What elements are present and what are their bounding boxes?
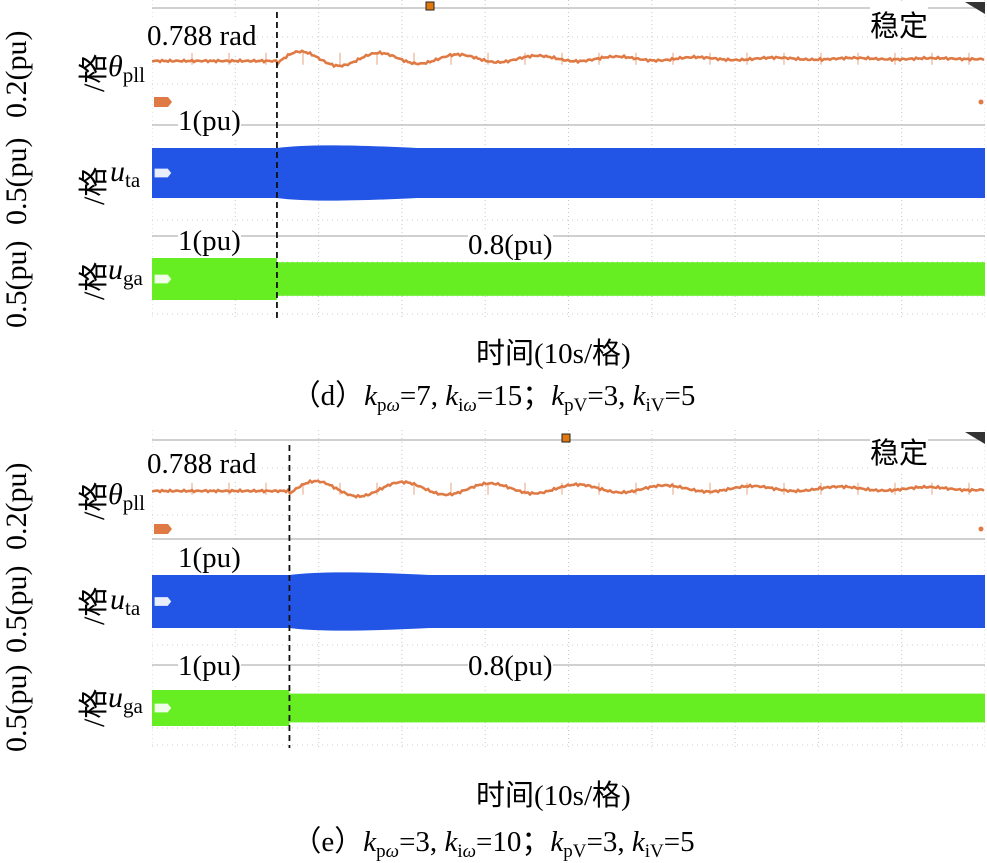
uga-symbol: uga xyxy=(108,681,143,718)
uta-band-after xyxy=(289,572,985,631)
theta-unit-label: /格 xyxy=(78,53,111,92)
trigger-marker xyxy=(425,1,435,11)
theta-unit-label: /格 xyxy=(78,481,111,520)
uga-after-annotation: 0.8(pu) xyxy=(468,650,553,683)
theta-pll-symbol: θpll xyxy=(108,50,145,87)
theta-noise xyxy=(191,482,970,495)
uta-scale-label: 0.5(pu) xyxy=(0,137,33,225)
corner-indicator xyxy=(965,432,985,444)
theta-pll-symbol: θpll xyxy=(108,478,145,515)
x-axis-label: 时间(10s/格) xyxy=(476,338,631,370)
theta-pll-trace xyxy=(152,478,985,499)
marker-shape xyxy=(153,167,173,179)
uta-marker xyxy=(153,167,173,179)
theta-marker xyxy=(154,97,172,107)
x-axis-label: 时间(10s/格) xyxy=(476,780,631,812)
uga-band-after xyxy=(276,262,985,296)
uta-band-after xyxy=(276,145,985,201)
uta-amplitude-annotation: 1(pu) xyxy=(178,542,241,575)
waveform-plot xyxy=(152,0,985,318)
uta-marker xyxy=(153,595,173,608)
theta-noise xyxy=(191,52,970,65)
panel-e: 0.2(pu) /格 0.5(pu) /格 0.5(pu) /格 θpll ut… xyxy=(0,425,987,863)
theta-right-marker xyxy=(978,99,984,105)
panel-d: 0.2(pu) /格 0.5(pu) /格 0.5(pu) /格 θpll ut… xyxy=(0,0,987,416)
theta-marker xyxy=(154,524,172,534)
uta-band-before xyxy=(152,575,290,628)
stable-note: 稳定 xyxy=(870,3,929,45)
uga-band-before xyxy=(152,258,277,300)
trigger-marker xyxy=(561,433,571,443)
theta-scale-label: 0.2(pu) xyxy=(0,30,33,118)
waveform-plot xyxy=(152,430,985,748)
uga-before-annotation: 1(pu) xyxy=(178,650,241,683)
uta-band-before xyxy=(152,148,277,198)
uga-marker xyxy=(153,273,173,285)
uga-after-annotation: 0.8(pu) xyxy=(468,229,553,262)
theta-right-marker xyxy=(978,526,984,532)
theta-initial-annotation: 0.788 rad xyxy=(147,20,257,53)
uga-unit-label: /格 xyxy=(78,261,111,300)
uga-band-after xyxy=(289,693,985,723)
panel-caption: （e）kpω=3, kiω=10；kpV=3, kiV=5 xyxy=(292,826,695,862)
oscilloscope-screen xyxy=(152,0,985,318)
uta-symbol: uta xyxy=(110,583,141,620)
uta-unit-label: /格 xyxy=(78,166,111,205)
uta-scale-label: 0.5(pu) xyxy=(0,565,33,653)
uta-symbol: uta xyxy=(110,155,141,192)
uta-unit-label: /格 xyxy=(78,586,111,625)
uga-marker xyxy=(153,702,173,714)
uta-amplitude-annotation: 1(pu) xyxy=(178,105,241,138)
uga-scale-label: 0.5(pu) xyxy=(0,240,33,328)
grid xyxy=(152,0,985,318)
marker-shape xyxy=(153,702,173,714)
theta-scale-label: 0.2(pu) xyxy=(0,462,33,550)
uga-unit-label: /格 xyxy=(78,688,111,727)
oscilloscope-screen xyxy=(152,430,985,748)
uga-before-annotation: 1(pu) xyxy=(178,225,241,258)
theta-initial-annotation: 0.788 rad xyxy=(147,448,257,481)
corner-indicator xyxy=(965,2,985,14)
marker-shape xyxy=(153,273,173,285)
stable-note: 稳定 xyxy=(870,430,929,472)
marker-shape xyxy=(153,595,173,608)
uga-band-before xyxy=(152,690,290,726)
uga-scale-label: 0.5(pu) xyxy=(0,664,33,752)
theta-pll-trace xyxy=(152,49,985,69)
panel-caption: （d）kpω=7, kiω=15；kpV=3, kiV=5 xyxy=(291,380,696,416)
uga-symbol: uga xyxy=(108,253,143,290)
